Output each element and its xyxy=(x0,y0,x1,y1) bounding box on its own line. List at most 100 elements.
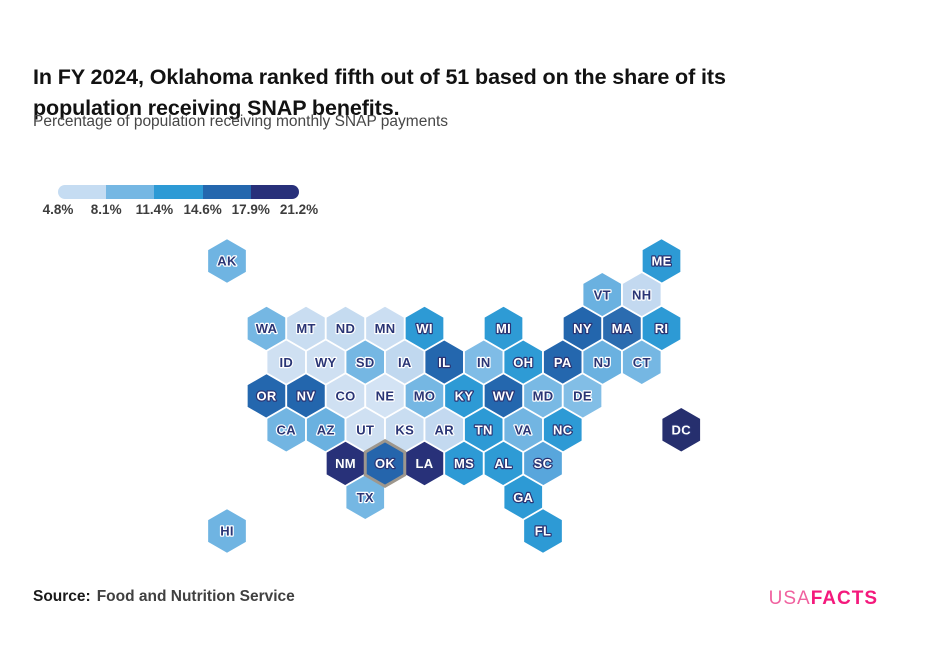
hex-shape-HI[interactable] xyxy=(206,507,248,555)
hex-label-VA: VA xyxy=(514,422,532,437)
legend-tick-label: 14.6% xyxy=(183,202,222,217)
hex-tile-AK[interactable]: AK xyxy=(206,237,248,285)
hex-label-GA: GA xyxy=(513,490,533,505)
hex-shape-CT[interactable] xyxy=(621,338,663,387)
hex-label-VT: VT xyxy=(594,287,611,302)
legend-tick-label: 21.2% xyxy=(279,202,319,217)
hex-tile-TX[interactable]: TX xyxy=(344,473,386,522)
hex-tile-NY[interactable]: NY xyxy=(561,304,604,353)
source-text: Food and Nutrition Service xyxy=(96,588,295,605)
hex-shape-FL[interactable] xyxy=(522,507,564,555)
legend-segment xyxy=(250,185,299,199)
hex-label-IN: IN xyxy=(477,355,491,370)
hex-tile-AZ[interactable]: AZ xyxy=(305,405,347,454)
hex-label-HI: HI xyxy=(220,524,234,539)
hex-tile-NE[interactable]: NE xyxy=(364,372,406,420)
hex-label-IA: IA xyxy=(398,355,412,370)
hex-tile-FL[interactable]: FL xyxy=(522,507,564,555)
hex-label-FL: FL xyxy=(535,524,551,539)
hex-label-NH: NH xyxy=(632,287,651,302)
hex-label-MI: MI xyxy=(496,321,511,336)
hex-label-LA: LA xyxy=(416,456,434,471)
hex-tile-NM[interactable]: NM xyxy=(324,439,367,488)
legend-segment xyxy=(202,185,251,199)
hex-label-NJ: NJ xyxy=(594,355,611,370)
hex-shape-AK[interactable] xyxy=(206,237,248,285)
hex-tile-NV[interactable]: NV xyxy=(285,372,327,420)
hex-label-ID: ID xyxy=(279,355,293,370)
hex-label-ME: ME xyxy=(651,254,671,269)
hex-label-NE: NE xyxy=(376,389,395,404)
color-scale-legend: 4.8% 8.1% 11.4% 14.6% 17.9% 21.2% xyxy=(43,185,358,225)
hex-label-KS: KS xyxy=(395,422,414,437)
hex-tile-MD[interactable]: MD xyxy=(522,372,564,420)
hex-tile-WI[interactable]: WI xyxy=(403,304,446,353)
logo-facts: FACTS xyxy=(810,588,878,609)
hex-tile-MI[interactable]: MI xyxy=(482,304,525,353)
hex-label-MA: MA xyxy=(612,321,633,336)
hex-label-TX: TX xyxy=(357,490,374,505)
hex-shape-OK[interactable] xyxy=(363,438,407,489)
hex-label-CA: CA xyxy=(277,422,297,437)
hex-label-WA: WA xyxy=(256,321,278,336)
hex-label-KY: KY xyxy=(455,389,474,404)
hex-tile-GA[interactable]: GA xyxy=(502,473,544,522)
chart-subtitle: Percentage of population receiving month… xyxy=(33,113,449,130)
hex-label-RI: RI xyxy=(655,321,669,336)
hex-label-UT: UT xyxy=(356,422,374,437)
hex-label-AZ: AZ xyxy=(317,422,335,437)
legend-tick-label: 11.4% xyxy=(135,202,174,217)
hex-tile-OK[interactable]: OK xyxy=(363,438,407,489)
hex-tile-ME[interactable]: ME xyxy=(640,237,683,285)
hex-label-CO: CO xyxy=(335,389,355,404)
hex-label-MT: MT xyxy=(296,321,315,336)
hex-tile-TN[interactable]: TN xyxy=(463,405,505,454)
hex-label-OR: OR xyxy=(256,389,276,404)
hex-label-ND: ND xyxy=(336,321,355,336)
legend-ticks: 4.8% 8.1% 11.4% 14.6% 17.9% 21.2% xyxy=(43,202,319,220)
hex-label-OK: OK xyxy=(375,456,395,471)
hex-shape-DC[interactable] xyxy=(660,405,702,454)
hex-tile-NC[interactable]: NC xyxy=(542,405,584,454)
source-label: Source: xyxy=(33,588,91,605)
source-line: Source: Food and Nutrition Service xyxy=(33,588,295,606)
hex-label-OH: OH xyxy=(513,355,533,370)
hex-label-IL: IL xyxy=(438,355,450,370)
hex-tile-CT[interactable]: CT xyxy=(621,338,663,387)
hex-tile-HI[interactable]: HI xyxy=(206,507,248,555)
hex-label-NC: NC xyxy=(553,422,573,437)
hex-tile-KS[interactable]: KS xyxy=(384,405,426,454)
hex-label-NM: NM xyxy=(335,456,356,471)
hex-tile-SC[interactable]: SC xyxy=(522,439,564,488)
hex-label-MD: MD xyxy=(533,389,554,404)
hex-tile-DC[interactable]: DC xyxy=(660,405,702,454)
hex-label-WI: WI xyxy=(416,321,432,336)
hex-label-SC: SC xyxy=(534,456,553,471)
legend-tick-label: 8.1% xyxy=(90,202,122,217)
hex-label-MN: MN xyxy=(375,321,396,336)
hex-tile-IA[interactable]: IA xyxy=(384,338,426,387)
hex-label-AR: AR xyxy=(435,422,455,437)
hex-tile-MT[interactable]: MT xyxy=(285,304,327,353)
hex-tile-WA[interactable]: WA xyxy=(245,304,288,353)
hex-tile-RI[interactable]: RI xyxy=(640,304,683,353)
legend-segment xyxy=(58,185,107,199)
hex-label-PA: PA xyxy=(554,355,572,370)
hex-label-NV: NV xyxy=(297,389,316,404)
usafacts-logo: USAFACTS xyxy=(769,588,878,610)
hex-label-DC: DC xyxy=(672,422,692,437)
hex-tile-MN[interactable]: MN xyxy=(364,304,406,353)
hex-tile-WY[interactable]: WY xyxy=(305,338,347,387)
hex-label-MS: MS xyxy=(454,456,474,471)
hex-tile-DE[interactable]: DE xyxy=(561,372,604,420)
hex-label-SD: SD xyxy=(356,355,375,370)
hex-label-AL: AL xyxy=(495,456,513,471)
page-title: In FY 2024, Oklahoma ranked fifth out of… xyxy=(33,65,726,121)
hex-tile-NH[interactable]: NH xyxy=(621,270,663,319)
legend-tick-label: 4.8% xyxy=(42,202,74,217)
hex-tile-CA[interactable]: CA xyxy=(265,405,307,454)
hex-tile-MS[interactable]: MS xyxy=(443,439,485,488)
hex-tile-AR[interactable]: AR xyxy=(423,405,465,454)
legend-segment xyxy=(154,185,203,199)
hex-tile-SD[interactable]: SD xyxy=(344,338,386,387)
